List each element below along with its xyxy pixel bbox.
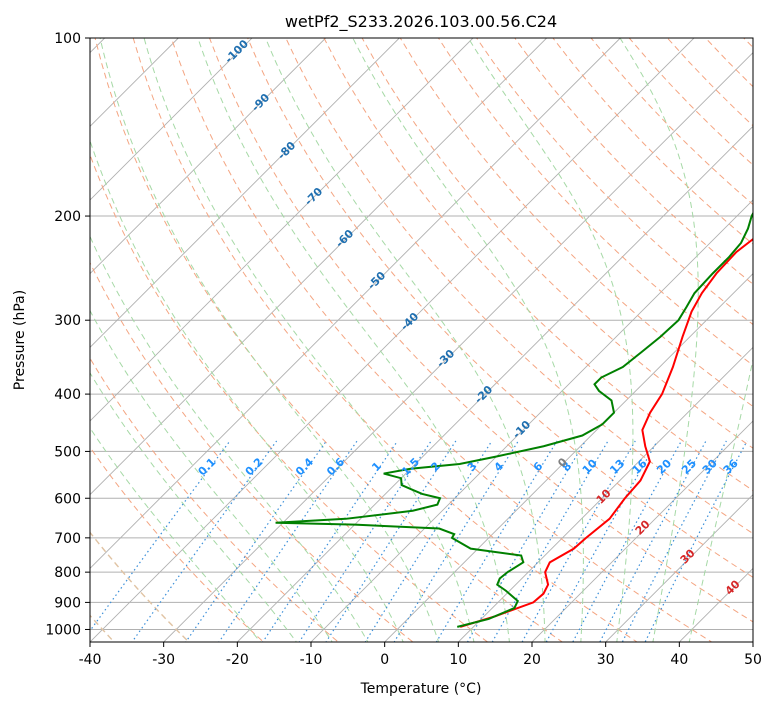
plot-frame bbox=[89, 37, 754, 643]
y-tick-label: 600 bbox=[54, 491, 81, 507]
moist-adiabat-line bbox=[467, 38, 634, 642]
moist-adiabat-line bbox=[265, 38, 546, 642]
moist-adiabat-line bbox=[90, 427, 261, 642]
x-tick-label: 30 bbox=[597, 652, 615, 668]
dry-adiabat-line bbox=[247, 38, 753, 578]
dry-adiabat-line bbox=[323, 38, 753, 492]
moist-adiabat-line bbox=[619, 38, 699, 642]
x-axis-label: Temperature (°C) bbox=[360, 681, 482, 697]
dry-adiabat-line bbox=[399, 38, 753, 408]
x-tick-label: -20 bbox=[226, 652, 249, 668]
mixing-ratio-line bbox=[393, 440, 519, 642]
dry-adiabat-line bbox=[94, 38, 564, 642]
dry-adiabat-line bbox=[90, 446, 265, 642]
mixing-ratio-line bbox=[364, 440, 493, 642]
dry-adiabat-line bbox=[170, 38, 713, 642]
chart-title: wetPf2_S233.2026.103.00.56.C24 bbox=[285, 12, 557, 32]
dewpoint-line bbox=[275, 211, 753, 628]
dry-adiabat-line bbox=[438, 38, 753, 366]
y-tick-label: 1000 bbox=[45, 622, 81, 638]
moist-adiabat-line bbox=[352, 38, 584, 642]
isotherm-line bbox=[310, 199, 753, 642]
mixing-ratio-line bbox=[599, 440, 707, 642]
dry-adiabat-line bbox=[90, 261, 414, 642]
isotherm-line bbox=[90, 38, 695, 642]
y-tick-label: 700 bbox=[54, 531, 81, 547]
x-tick-label: 0 bbox=[380, 652, 389, 668]
isotherm-line bbox=[531, 420, 753, 642]
isotherm-line bbox=[90, 38, 621, 569]
moist-adiabat-line bbox=[688, 357, 753, 642]
moist-adiabat-line bbox=[90, 372, 298, 642]
temperature-line bbox=[459, 237, 753, 628]
y-tick-label: 800 bbox=[54, 565, 81, 581]
moist-adiabat-line bbox=[143, 38, 475, 642]
axes: -40 -30 -20 -10 0 10 20 30 40 50 1000 900 800 700 600 5… bbox=[45, 31, 762, 668]
mixing-ratio-line bbox=[572, 440, 682, 642]
mixing-ratio-line bbox=[435, 440, 558, 642]
isotherm-line bbox=[90, 38, 474, 422]
dry-adiabat-line bbox=[90, 153, 489, 642]
x-tick-label: -10 bbox=[300, 652, 323, 668]
mixing-ratio-line bbox=[131, 440, 278, 642]
dry-adiabat-line bbox=[361, 38, 753, 449]
moist-adiabat-line bbox=[99, 38, 440, 642]
isotherm-line bbox=[457, 346, 753, 642]
isotherm-line bbox=[90, 38, 326, 275]
isotherm-line bbox=[90, 38, 253, 201]
isotherm-line bbox=[90, 38, 547, 496]
x-tick-label: 50 bbox=[744, 652, 762, 668]
profile-lines bbox=[275, 211, 753, 628]
isotherm-line bbox=[236, 125, 753, 642]
x-tick-label: 10 bbox=[449, 652, 467, 668]
x-tick-label: 20 bbox=[523, 652, 541, 668]
y-tick-label: 400 bbox=[54, 387, 81, 403]
mixing-ratio-line bbox=[325, 440, 457, 642]
dry-adiabat-line bbox=[285, 38, 753, 535]
y-tick-label: 900 bbox=[54, 595, 81, 611]
isotherm-line bbox=[384, 273, 753, 642]
y-axis-label: Pressure (hPa) bbox=[12, 290, 28, 390]
isotherm-line bbox=[90, 38, 400, 348]
moist-adiabat-line bbox=[90, 139, 404, 642]
mixing-ratio-line bbox=[644, 440, 748, 642]
mixing-ratio-line bbox=[545, 440, 658, 642]
moist-adiabat-line bbox=[90, 235, 369, 642]
dry-adiabat-line bbox=[209, 38, 753, 623]
y-tick-label: 100 bbox=[54, 31, 81, 47]
mixing-ratio-line bbox=[621, 440, 727, 642]
x-tick-label: -40 bbox=[79, 652, 102, 668]
mixing-ratio-line bbox=[185, 440, 327, 642]
y-tick-label: 500 bbox=[54, 444, 81, 460]
dry-adiabat-line bbox=[90, 357, 339, 642]
mixing-ratio-line bbox=[298, 440, 432, 642]
dry-adiabat-line bbox=[132, 38, 638, 642]
background-lines bbox=[90, 38, 753, 642]
isotherm-line bbox=[605, 494, 753, 642]
y-tick-label: 200 bbox=[54, 209, 81, 225]
y-tick-label: 300 bbox=[54, 313, 81, 329]
x-tick-label: -30 bbox=[152, 652, 175, 668]
x-tick-label: 40 bbox=[670, 652, 688, 668]
